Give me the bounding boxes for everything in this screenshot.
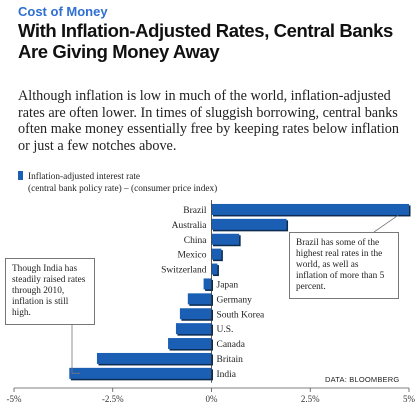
x-tick-label: 0% <box>206 394 219 404</box>
legend: Inflation-adjusted interest rate (centra… <box>18 171 217 195</box>
category-label: Germany <box>217 295 253 305</box>
category-label: India <box>217 370 237 380</box>
category-label: Japan <box>217 280 239 290</box>
bar <box>211 248 222 260</box>
bar <box>203 278 212 290</box>
bar <box>179 308 212 320</box>
category-label: Brazil <box>183 206 207 216</box>
category-label: Mexico <box>177 251 206 261</box>
category-label: South Korea <box>217 310 266 320</box>
bar <box>69 367 212 379</box>
bar <box>211 233 240 245</box>
legend-entry: Inflation-adjusted interest rate <box>18 171 217 184</box>
bar <box>211 218 287 230</box>
source-credit: DATA: BLOOMBERG <box>325 375 400 384</box>
bar <box>168 338 212 350</box>
kicker: Cost of Money <box>18 4 108 19</box>
category-label: U.S. <box>217 325 234 335</box>
category-label: Switzerland <box>161 266 207 276</box>
legend-swatch <box>18 171 23 180</box>
dek-paragraph: Although inflation is low in much of the… <box>18 88 399 154</box>
brazil-callout-line <box>373 215 399 233</box>
category-label: Canada <box>217 340 246 350</box>
x-tick-label: -2.5% <box>102 394 124 404</box>
legend-label: Inflation-adjusted interest rate <box>28 172 141 182</box>
x-tick-label: 5% <box>403 394 416 404</box>
category-label: Australia <box>172 221 208 231</box>
bar <box>175 323 212 335</box>
headline: With Inflation-Adjusted Rates, Central B… <box>18 20 393 62</box>
bar <box>211 203 409 215</box>
category-label: Britain <box>217 355 244 365</box>
x-tick-label: -5% <box>7 394 22 404</box>
bar <box>211 263 218 275</box>
brazil-note: Brazil has some of the highest real rate… <box>289 232 399 299</box>
legend-sublabel: (central bank policy rate) – (consumer p… <box>28 183 218 194</box>
india-note: Though India has steadily raised rates t… <box>5 258 95 325</box>
x-tick-label: 2.5% <box>301 394 320 404</box>
bar <box>187 293 212 305</box>
category-label: China <box>184 236 207 246</box>
bar <box>96 352 212 364</box>
